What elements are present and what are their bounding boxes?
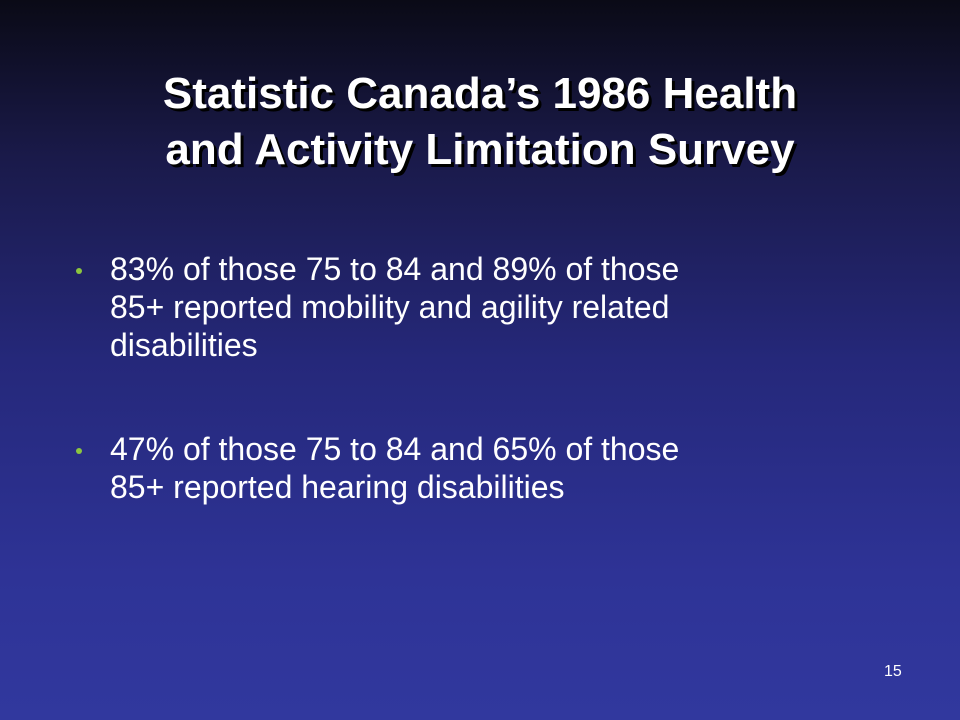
bullet-text-line: 47% of those 75 to 84 and 65% of those (110, 431, 680, 467)
bullet-dot-icon (76, 448, 82, 454)
bullet-list: 83% of those 75 to 84 and 89% of those 8… (70, 250, 900, 506)
bullet-item: 47% of those 75 to 84 and 65% of those 8… (70, 430, 900, 506)
title-line: Statistic Canada’s 1986 Health (162, 69, 798, 118)
bullet-dot-icon (76, 268, 82, 274)
bullet-text-line: 85+ reported hearing disabilities (110, 469, 565, 505)
bullet-text-line: disabilities (110, 327, 258, 363)
title-line: and Activity Limitation Survey (165, 125, 795, 174)
slide-title: Statistic Canada’s 1986 Health and Activ… (40, 66, 920, 178)
page-number: 15 (884, 663, 902, 680)
bullet-item: 83% of those 75 to 84 and 89% of those 8… (70, 250, 900, 364)
bullet-text-line: 83% of those 75 to 84 and 89% of those (110, 251, 680, 287)
bullet-text-line: 85+ reported mobility and agility relate… (110, 289, 670, 325)
